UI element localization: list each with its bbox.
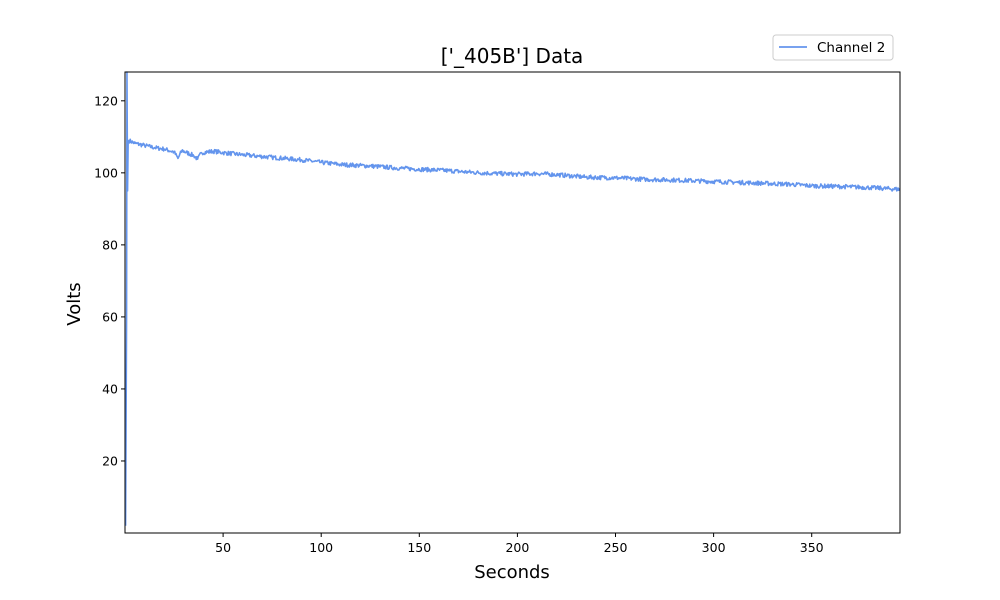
y-axis-ticks: 20 40 60 80 100 120 xyxy=(94,93,125,468)
y-tick-label: 20 xyxy=(102,453,118,468)
x-axis-ticks: 50 100 150 200 250 300 350 xyxy=(215,533,824,555)
x-tick-label: 50 xyxy=(215,540,231,555)
y-tick-label: 80 xyxy=(102,237,118,252)
x-tick-label: 250 xyxy=(604,540,628,555)
x-axis-label: Seconds xyxy=(474,562,550,583)
x-tick-label: 150 xyxy=(407,540,431,555)
y-tick-label: 100 xyxy=(94,165,118,180)
y-tick-label: 60 xyxy=(102,309,118,324)
legend-box xyxy=(772,34,894,61)
y-tick-label: 120 xyxy=(94,93,118,108)
x-tick-label: 300 xyxy=(702,540,726,555)
plot-frame xyxy=(124,71,901,534)
x-tick-label: 100 xyxy=(309,540,333,555)
legend-label-channel-2: Channel 2 xyxy=(817,40,885,56)
plot-area xyxy=(125,72,900,533)
x-tick-label: 200 xyxy=(505,540,529,555)
legend: Channel 2 xyxy=(772,34,894,61)
y-axis-label: Volts xyxy=(64,282,85,325)
chart-title: ['_405B'] Data xyxy=(441,44,584,68)
x-tick-label: 350 xyxy=(800,540,824,555)
series-line-channel-2 xyxy=(124,71,901,526)
y-tick-label: 40 xyxy=(102,381,118,396)
